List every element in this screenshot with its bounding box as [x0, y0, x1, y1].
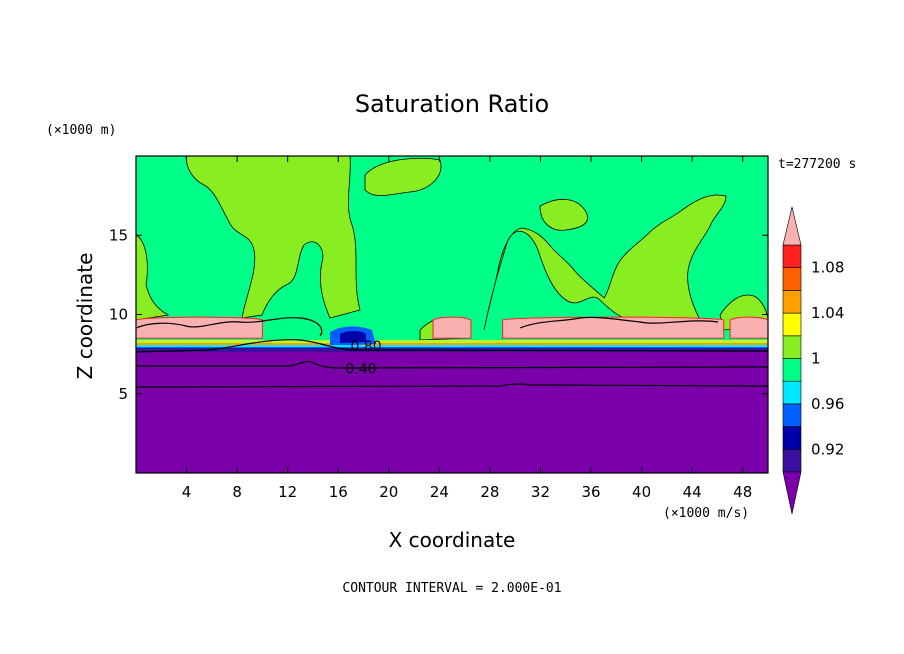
colorbar-segment: [782, 335, 802, 359]
pink-band-segment: [136, 316, 263, 339]
contour-line: [136, 360, 768, 369]
blue-edge: [136, 347, 768, 348]
y-tick-label: 10: [109, 306, 128, 324]
x-tick-label: 12: [278, 483, 297, 501]
colorbar-segment: [782, 290, 802, 314]
x-tick-label: 40: [632, 483, 651, 501]
contour-line: [519, 316, 719, 329]
contour-label: 0.80: [350, 339, 381, 355]
colorbar-segment: [782, 403, 802, 427]
x-tick-label: 48: [733, 483, 752, 501]
colorbar-tick-label: 1.08: [811, 259, 844, 277]
yellow-edge: [136, 340, 768, 343]
contour-line: [136, 339, 768, 353]
time-label: t=277200 s: [778, 157, 856, 172]
colorbar-segment: [782, 448, 802, 473]
supersaturation-band: [136, 316, 768, 339]
colorbar-tick-label: 0.96: [811, 395, 844, 413]
light-green-patch: [136, 234, 170, 321]
colorbar-segment: [782, 244, 802, 269]
x-axis-ticks: 4 8 12 16 20 24 28 32 36 40 44 48: [182, 156, 752, 501]
colorbar-segment: [782, 426, 802, 450]
x-tick-label: 24: [430, 483, 449, 501]
contour-labels: 0.80 0.40: [345, 339, 381, 377]
pink-band-segment: [729, 316, 768, 339]
x-tick-label: 20: [379, 483, 398, 501]
colorbar-over-arrow: [782, 206, 802, 246]
subsaturated-layer: [136, 348, 768, 473]
colorbar-under-arrow: [782, 471, 802, 515]
y-tick-label: 15: [109, 226, 128, 244]
colorbar-segment: [782, 267, 802, 291]
y-axis-title: Z coordinate: [73, 253, 97, 380]
colorbar-segment: [782, 380, 802, 405]
x-tick-label: 44: [683, 483, 702, 501]
colorbar: 0.92 0.96 1 1.04 1.08: [782, 206, 844, 515]
pink-band-segment: [502, 316, 725, 339]
y-axis-ticks: 5 10 15: [109, 226, 768, 403]
colorbar-tick-label: 1: [811, 350, 821, 368]
transition-bands: [136, 326, 768, 348]
light-green-patches: [136, 156, 768, 341]
light-green-patch: [483, 194, 727, 331]
cyan-edge: [136, 345, 768, 347]
colorbar-segment: [782, 312, 802, 337]
y-unit-label: (×1000 m): [46, 123, 116, 138]
light-green-patch: [539, 198, 588, 231]
colorbar-segment: [782, 358, 802, 382]
x-unit-label: (×1000 m/s): [663, 506, 749, 521]
contour-line: [136, 317, 323, 337]
x-tick-label: 28: [480, 483, 499, 501]
dark-blue-patch: [340, 331, 366, 343]
colorbar-tick-label: 0.92: [811, 440, 844, 458]
x-axis-title: X coordinate: [389, 528, 516, 552]
contour-field: 0.80 0.40: [136, 156, 768, 473]
contour-line: [136, 383, 768, 388]
y-tick-label: 5: [118, 385, 128, 403]
light-green-patch: [185, 156, 361, 319]
x-tick-label: 8: [232, 483, 242, 501]
colorbar-tick-label: 1.04: [811, 304, 844, 322]
x-tick-label: 32: [531, 483, 550, 501]
x-tick-label: 36: [581, 483, 600, 501]
chart-title: Saturation Ratio: [355, 90, 549, 118]
x-tick-label: 16: [329, 483, 348, 501]
light-green-patch: [364, 157, 442, 196]
contour-interval-footer: CONTOUR INTERVAL = 2.000E-01: [342, 581, 561, 596]
contour-label: 0.40: [345, 361, 376, 377]
x-tick-label: 4: [182, 483, 192, 501]
contour-lines: [136, 316, 768, 388]
pink-band-segment: [432, 316, 472, 339]
